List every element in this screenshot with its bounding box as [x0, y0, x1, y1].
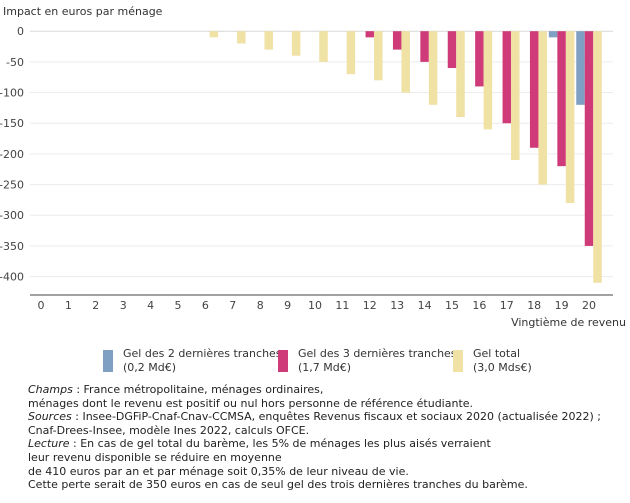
legend-amount: (0,2 Md€)	[123, 361, 177, 374]
note-label-sources: Sources	[28, 410, 72, 424]
bar[interactable]	[401, 31, 410, 93]
x-tick-label: 16	[472, 299, 486, 312]
legend-label: Gel des 2 dernières tranches	[123, 347, 282, 360]
y-tick-label: -200	[0, 148, 24, 161]
bar[interactable]	[428, 31, 438, 105]
legend-label: Gel total	[473, 347, 520, 360]
bar[interactable]	[456, 31, 465, 118]
bar[interactable]	[291, 31, 301, 56]
bar[interactable]	[565, 31, 575, 203]
bar[interactable]	[557, 31, 566, 167]
bar[interactable]	[548, 31, 558, 38]
bars	[209, 31, 602, 283]
x-tick-label: 11	[335, 299, 349, 312]
bar[interactable]	[346, 31, 356, 75]
x-tick-label: 13	[390, 299, 404, 312]
x-tick-label: 0	[38, 299, 45, 312]
legend-swatch	[103, 350, 113, 372]
x-tick-label: 10	[308, 299, 322, 312]
legend-item-gel-2-tranches[interactable]: Gel des 2 dernières tranches (0,2 Md€)	[103, 347, 282, 375]
x-tick-label: 6	[202, 299, 209, 312]
x-tick-label: 17	[500, 299, 514, 312]
note-label-lecture: Lecture	[28, 437, 70, 451]
x-tick-labels: 0 1 2 3 4 5 6 7 8 9 10 11 12 13 14 15 16 17 18 19 20	[38, 299, 597, 312]
x-tick-label: 9	[284, 299, 291, 312]
note-line: Cette perte serait de 350 euros en cas d…	[28, 478, 528, 492]
bar[interactable]	[237, 31, 246, 44]
bar[interactable]	[538, 31, 547, 185]
x-tick-label: 14	[418, 299, 432, 312]
bar[interactable]	[209, 31, 219, 38]
y-tick-label: -300	[0, 209, 24, 222]
chart-notes: Champs : France métropolitaine, ménages …	[28, 383, 628, 492]
y-tick-label: -250	[0, 179, 24, 192]
legend: Gel des 2 dernières tranches (0,2 Md€) G…	[0, 347, 630, 387]
x-tick-label: 8	[257, 299, 264, 312]
legend-swatch	[278, 350, 288, 372]
bar[interactable]	[420, 31, 429, 62]
legend-swatch	[453, 350, 463, 372]
note-line: Lecture : En cas de gel total du barème,…	[28, 437, 491, 451]
y-tick-label: 0	[17, 25, 24, 38]
y-tick-label: -150	[0, 117, 24, 130]
note-line: leur revenu disponible se réduire en moy…	[28, 450, 282, 464]
x-tick-label: 1	[65, 299, 72, 312]
x-tick-label: 12	[363, 299, 377, 312]
note-line: ménages dont le revenu est positif ou nu…	[28, 396, 474, 410]
gridlines	[30, 61, 613, 278]
bar[interactable]	[447, 31, 457, 69]
bar[interactable]	[584, 31, 594, 246]
bar[interactable]	[502, 31, 512, 124]
bar[interactable]	[593, 31, 602, 283]
bar[interactable]	[392, 31, 402, 50]
bar[interactable]	[511, 31, 520, 161]
x-axis-title: Vingtième de revenu	[511, 316, 626, 329]
x-tick-label: 5	[175, 299, 182, 312]
note-line: Sources : Insee-DGFiP-Cnaf-Cnav-CCMSA, e…	[28, 410, 602, 424]
bar[interactable]	[576, 31, 585, 105]
y-tick-label: -100	[0, 87, 24, 100]
x-tick-label: 3	[120, 299, 127, 312]
bar[interactable]	[374, 31, 383, 81]
bar[interactable]	[264, 31, 273, 50]
bar[interactable]	[365, 31, 375, 38]
bar[interactable]	[529, 31, 539, 148]
y-tick-label: -350	[0, 240, 24, 253]
legend-amount: (3,0 Mds€)	[473, 361, 532, 374]
note-label-champs: Champs	[28, 383, 73, 396]
legend-item-gel-3-tranches[interactable]: Gel des 3 dernières tranches (1,7 Md€)	[278, 347, 457, 375]
y-axis-title: Impact en euros par ménage	[3, 5, 163, 18]
legend-item-gel-total[interactable]: Gel total (3,0 Mds€)	[453, 347, 532, 375]
x-tick-label: 15	[445, 299, 459, 312]
x-tick-label: 18	[527, 299, 541, 312]
note-line: Champs : France métropolitaine, ménages …	[28, 383, 324, 396]
y-tick-label: -50	[6, 56, 24, 69]
legend-label: Gel des 3 dernières tranches	[298, 347, 457, 360]
note-line: de 410 euros par an et par ménage soit 0…	[28, 464, 409, 478]
x-tick-label: 20	[582, 299, 596, 312]
x-tick-label: 7	[229, 299, 236, 312]
x-tick-label: 2	[92, 299, 99, 312]
y-tick-label: -400	[0, 271, 24, 284]
x-tick-label: 4	[147, 299, 154, 312]
bar[interactable]	[483, 31, 493, 130]
note-line: Cnaf-Drees-Insee, modèle Ines 2022, calc…	[28, 423, 310, 437]
bar[interactable]	[319, 31, 328, 62]
y-tick-labels: 0 -50 -100 -150 -200 -250 -300 -350 -400	[0, 25, 24, 283]
legend-amount: (1,7 Md€)	[298, 361, 352, 374]
x-tick-label: 19	[555, 299, 569, 312]
bar[interactable]	[475, 31, 484, 87]
